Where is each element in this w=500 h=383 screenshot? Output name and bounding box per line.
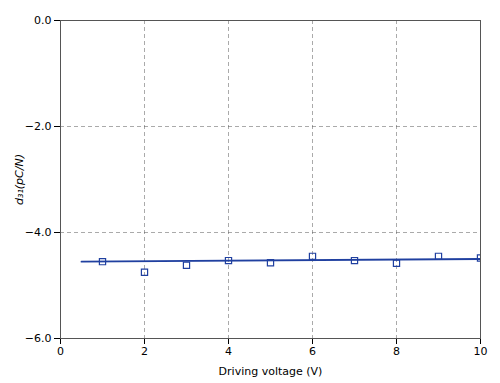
- svg-text:8: 8: [393, 345, 400, 358]
- svg-text:d₃₁(pC/N): d₃₁(pC/N): [13, 154, 26, 205]
- svg-text:−2.0: −2.0: [25, 120, 52, 133]
- svg-text:4: 4: [225, 345, 232, 358]
- svg-text:6: 6: [309, 345, 316, 358]
- svg-text:0: 0: [57, 345, 64, 358]
- svg-text:0.0: 0.0: [34, 14, 52, 27]
- svg-text:2: 2: [141, 345, 148, 358]
- svg-text:−4.0: −4.0: [25, 226, 52, 239]
- svg-text:10: 10: [474, 345, 488, 358]
- svg-text:Driving voltage (V): Driving voltage (V): [219, 365, 323, 378]
- svg-text:−6.0: −6.0: [25, 332, 52, 345]
